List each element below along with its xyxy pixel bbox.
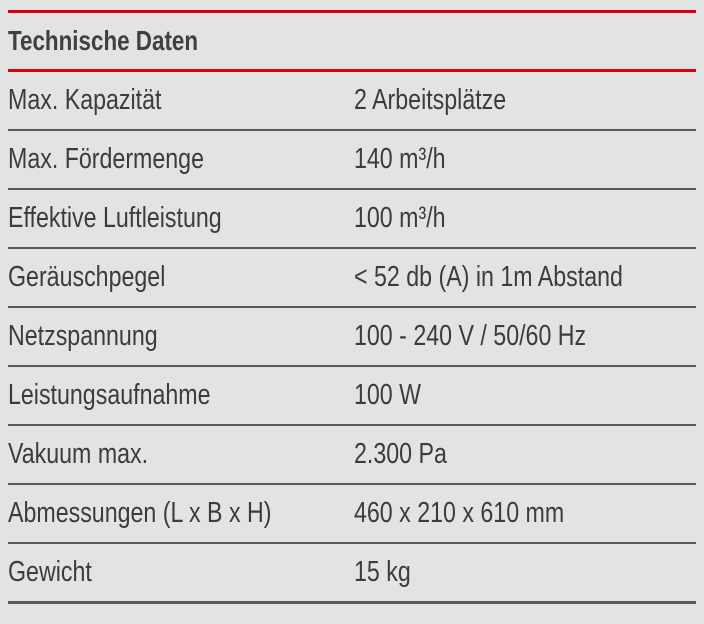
spec-label: Effektive Luftleistung: [8, 202, 222, 234]
table-row: Abmessungen (L x B x H) 460 x 210 x 610 m…: [8, 485, 696, 544]
table-row: Max. Fördermenge 140 m³/h: [8, 131, 696, 190]
table-title: Technische Daten: [8, 25, 199, 56]
spec-label: Gewicht: [8, 556, 92, 588]
spec-value: < 52 db (A) in 1m Abstand: [354, 261, 623, 293]
top-divider: [8, 10, 696, 13]
table-row: Geräuschpegel < 52 db (A) in 1m Abstand: [8, 249, 696, 308]
table-row: Vakuum max. 2.300 Pa: [8, 426, 696, 485]
table-row: Effektive Luftleistung 100 m³/h: [8, 190, 696, 249]
table-row: Max. Kapazität 2 Arbeitsplätze: [8, 72, 696, 131]
spec-label: Netzspannung: [8, 320, 158, 352]
spec-label: Max. Fördermenge: [8, 143, 204, 175]
spec-label: Abmessungen (L x B x H): [8, 497, 272, 529]
spec-label: Geräuschpegel: [8, 261, 166, 293]
specs-table: Technische Daten Max. Kapazität 2 Arbeits…: [8, 10, 696, 604]
spec-value: 140 m³/h: [354, 143, 446, 175]
spec-value: 100 m³/h: [354, 202, 446, 234]
spec-value: 100 W: [354, 379, 422, 411]
header-divider: [8, 69, 696, 72]
spec-label: Vakuum max.: [8, 438, 149, 470]
table-row: Netzspannung 100 - 240 V / 50/60 Hz: [8, 308, 696, 367]
table-row: Gewicht 15 kg: [8, 544, 696, 604]
spec-value: 100 - 240 V / 50/60 Hz: [354, 320, 587, 352]
spec-value: 2 Arbeitsplätze: [354, 84, 507, 116]
spec-value: 15 kg: [354, 556, 411, 588]
spec-value: 2.300 Pa: [354, 438, 447, 470]
spec-label: Max. Kapazität: [8, 84, 162, 116]
spec-value: 460 x 210 x 610 mm: [354, 497, 565, 529]
spec-label: Leistungsaufnahme: [8, 379, 211, 411]
table-header: Technische Daten: [8, 13, 696, 69]
table-row: Leistungsaufnahme 100 W: [8, 367, 696, 426]
